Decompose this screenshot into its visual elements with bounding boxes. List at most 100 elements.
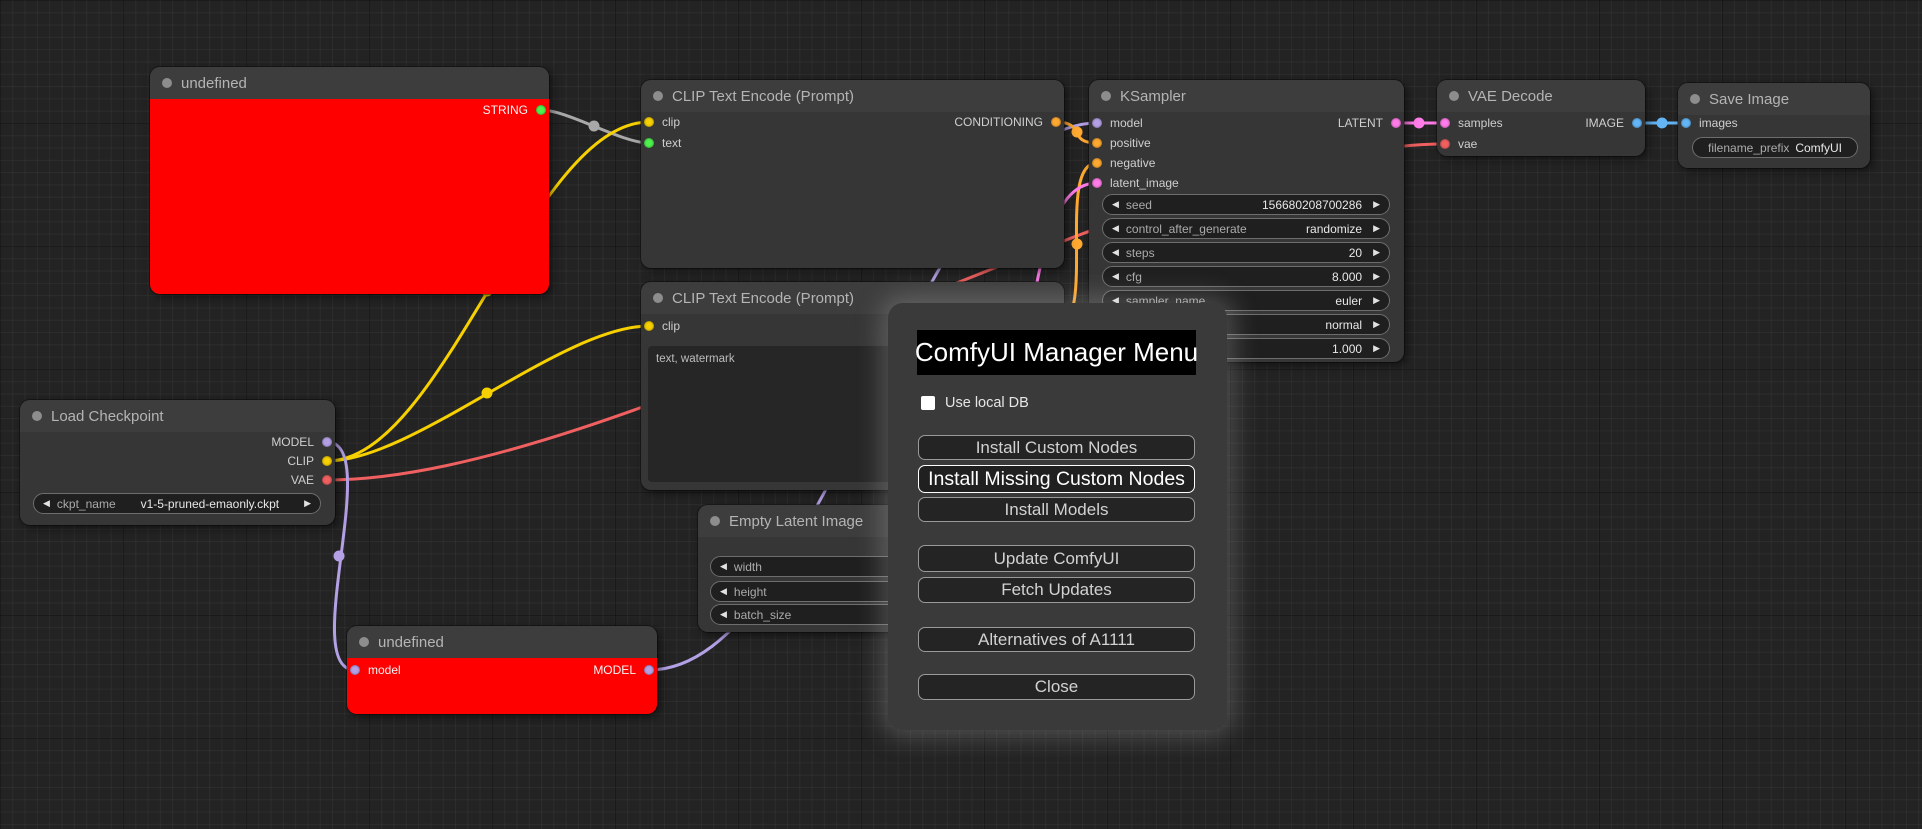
node-status-dot: [653, 91, 663, 101]
comfyui-manager-menu-dialog: ComfyUI Manager Menu Use local DB Instal…: [888, 303, 1227, 730]
increment-arrow-icon[interactable]: ▶: [1373, 199, 1380, 209]
output-clip[interactable]: CLIP: [287, 453, 332, 469]
increment-arrow-icon[interactable]: ▶: [304, 498, 311, 508]
input-clip[interactable]: clip: [644, 114, 680, 130]
output-port-dot[interactable]: [322, 475, 332, 485]
output-label: CLIP: [287, 454, 314, 468]
node-title-bar[interactable]: VAE Decode: [1437, 80, 1645, 112]
increment-arrow-icon[interactable]: ▶: [1373, 247, 1380, 257]
input-port-dot[interactable]: [644, 321, 654, 331]
output-port-dot[interactable]: [322, 456, 332, 466]
link-dot: [1413, 117, 1425, 129]
output-string[interactable]: STRING: [483, 102, 546, 118]
decrement-arrow-icon[interactable]: ◀: [1112, 295, 1119, 305]
output-model[interactable]: MODEL: [593, 662, 654, 678]
input-port-dot[interactable]: [1092, 178, 1102, 188]
input-positive[interactable]: positive: [1092, 135, 1151, 151]
output-port-dot[interactable]: [322, 437, 332, 447]
use-local-db-checkbox[interactable]: [921, 396, 935, 410]
output-image[interactable]: IMAGE: [1585, 115, 1642, 131]
node-title: undefined: [378, 633, 444, 651]
output-port-dot[interactable]: [1051, 117, 1061, 127]
node-undefined-top[interactable]: undefined STRING: [150, 67, 549, 294]
output-port-dot[interactable]: [644, 665, 654, 675]
node-status-dot: [653, 293, 663, 303]
decrement-arrow-icon[interactable]: ◀: [1112, 247, 1119, 257]
increment-arrow-icon[interactable]: ▶: [1373, 271, 1380, 281]
update-comfyui-button[interactable]: Update ComfyUI: [918, 545, 1195, 572]
input-port-dot[interactable]: [644, 138, 654, 148]
input-vae[interactable]: vae: [1440, 136, 1477, 152]
alternatives-of-a1111-button[interactable]: Alternatives of A1111: [918, 627, 1195, 652]
output-port-dot[interactable]: [1632, 118, 1642, 128]
node-vae-decode[interactable]: VAE Decode samples vae IMAGE: [1437, 80, 1645, 156]
input-samples[interactable]: samples: [1440, 115, 1503, 131]
node-title-bar[interactable]: KSampler: [1089, 80, 1404, 112]
install-models-button[interactable]: Install Models: [918, 497, 1195, 522]
output-port-dot[interactable]: [536, 105, 546, 115]
node-title: undefined: [181, 74, 247, 92]
decrement-arrow-icon[interactable]: ◀: [1112, 271, 1119, 281]
increment-arrow-icon[interactable]: ▶: [1373, 223, 1380, 233]
widget-seed[interactable]: ◀ seed 156680208700286 ▶: [1102, 194, 1390, 215]
increment-arrow-icon[interactable]: ▶: [1373, 295, 1380, 305]
decrement-arrow-icon[interactable]: ◀: [720, 609, 727, 619]
input-port-dot[interactable]: [1092, 118, 1102, 128]
decrement-arrow-icon[interactable]: ◀: [43, 498, 50, 508]
input-port-dot[interactable]: [1092, 138, 1102, 148]
node-save-image[interactable]: Save Image images filename_prefix ComfyU…: [1678, 83, 1870, 168]
input-port-dot[interactable]: [1440, 139, 1450, 149]
output-model[interactable]: MODEL: [271, 434, 332, 450]
input-label: positive: [1110, 136, 1151, 150]
node-title-bar[interactable]: Load Checkpoint: [20, 400, 335, 432]
input-latent-image[interactable]: latent_image: [1092, 175, 1179, 191]
widget-steps[interactable]: ◀ steps 20 ▶: [1102, 242, 1390, 263]
link-dot: [1071, 126, 1083, 138]
input-port-dot[interactable]: [350, 665, 360, 675]
input-port-dot[interactable]: [1681, 118, 1691, 128]
widget-cfg[interactable]: ◀ cfg 8.000 ▶: [1102, 266, 1390, 287]
node-title-bar[interactable]: CLIP Text Encode (Prompt): [641, 80, 1064, 112]
increment-arrow-icon[interactable]: ▶: [1373, 319, 1380, 329]
decrement-arrow-icon[interactable]: ◀: [720, 561, 727, 571]
output-vae[interactable]: VAE: [291, 472, 332, 488]
output-label: VAE: [290, 473, 314, 487]
fetch-updates-button[interactable]: Fetch Updates: [918, 577, 1195, 603]
input-port-dot[interactable]: [1092, 158, 1102, 168]
input-images[interactable]: images: [1681, 115, 1738, 131]
link-dot: [333, 550, 345, 562]
output-latent[interactable]: LATENT: [1338, 115, 1401, 131]
node-undefined-bottom[interactable]: undefined model MODEL: [347, 626, 657, 714]
widget-control-after-generate[interactable]: ◀ control_after_generate randomize ▶: [1102, 218, 1390, 239]
node-status-dot: [710, 516, 720, 526]
input-negative[interactable]: negative: [1092, 155, 1155, 171]
node-title-bar[interactable]: undefined: [347, 626, 657, 658]
input-label: clip: [662, 115, 681, 129]
node-load-checkpoint[interactable]: Load Checkpoint MODEL CLIP VAE ◀ ckpt_na…: [20, 400, 335, 525]
decrement-arrow-icon[interactable]: ◀: [1112, 199, 1119, 209]
decrement-arrow-icon[interactable]: ◀: [1112, 223, 1119, 233]
node-title-bar[interactable]: undefined: [150, 67, 549, 99]
input-clip[interactable]: clip: [644, 318, 680, 334]
input-text[interactable]: text: [644, 135, 681, 151]
widget-filename-prefix[interactable]: filename_prefix ComfyUI: [1692, 137, 1858, 158]
close-button[interactable]: Close: [918, 674, 1195, 700]
node-title: Load Checkpoint: [51, 407, 164, 425]
input-port-dot[interactable]: [644, 117, 654, 127]
node-clip-text-encode-1[interactable]: CLIP Text Encode (Prompt) clip text COND…: [641, 80, 1064, 268]
widget-ckpt-name[interactable]: ◀ ckpt_name v1-5-pruned-emaonly.ckpt ▶: [33, 493, 321, 514]
increment-arrow-icon[interactable]: ▶: [1373, 343, 1380, 353]
output-port-dot[interactable]: [1391, 118, 1401, 128]
install-missing-custom-nodes-button[interactable]: Install Missing Custom Nodes: [918, 465, 1195, 493]
input-port-dot[interactable]: [1440, 118, 1450, 128]
install-custom-nodes-button[interactable]: Install Custom Nodes: [918, 435, 1195, 460]
input-label: clip: [662, 319, 681, 333]
decrement-arrow-icon[interactable]: ◀: [720, 586, 727, 596]
output-conditioning[interactable]: CONDITIONING: [954, 114, 1061, 130]
node-ksampler[interactable]: KSampler model positive negative latent_…: [1089, 80, 1404, 362]
node-title-bar[interactable]: Save Image: [1678, 83, 1870, 115]
node-status-dot: [359, 637, 369, 647]
input-model[interactable]: model: [1092, 115, 1143, 131]
input-model[interactable]: model: [350, 662, 401, 678]
